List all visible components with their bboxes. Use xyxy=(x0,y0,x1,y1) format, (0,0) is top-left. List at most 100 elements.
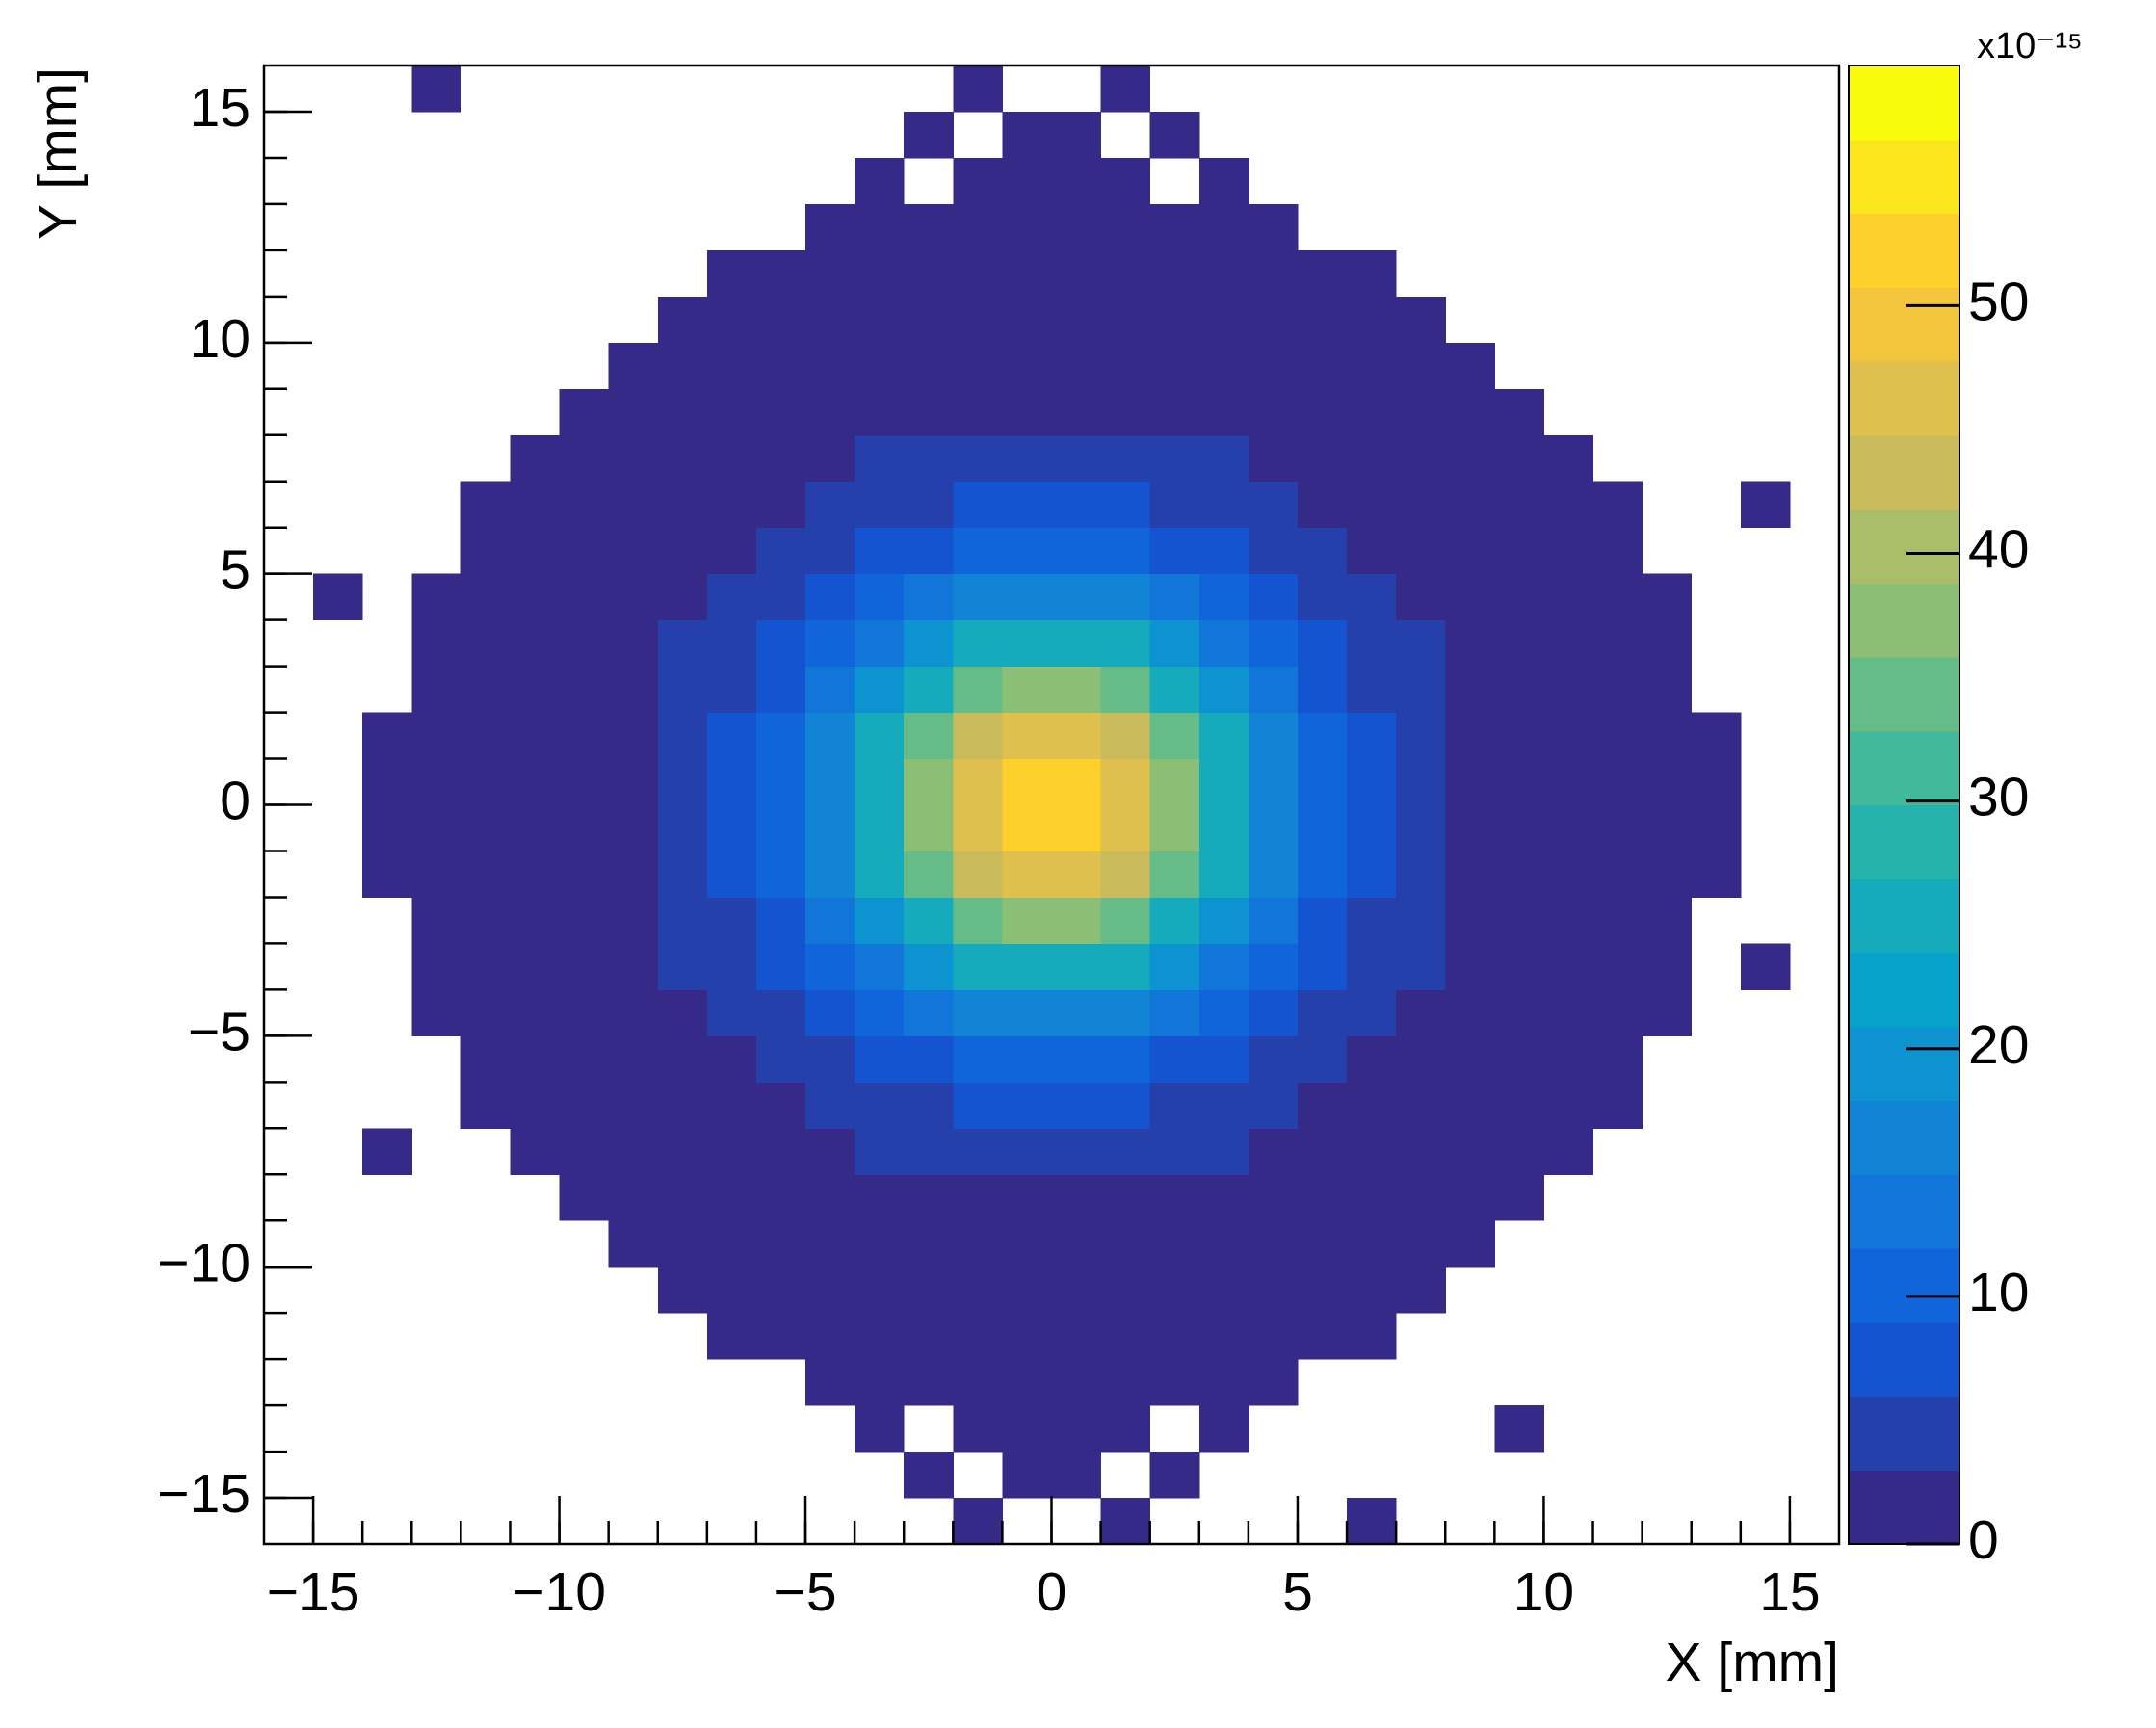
heatmap-cell xyxy=(411,943,461,990)
heatmap-cell xyxy=(1740,943,1791,990)
x-tick-label: 5 xyxy=(1282,1561,1313,1623)
heatmap-cell xyxy=(1248,1359,1299,1406)
heatmap-cell xyxy=(657,1220,708,1268)
heatmap-cell xyxy=(1002,1313,1052,1360)
heatmap-cell xyxy=(953,943,1003,990)
heatmap-cell xyxy=(1100,804,1151,851)
heatmap-cell xyxy=(953,1174,1003,1221)
heatmap-cell xyxy=(755,1220,806,1268)
heatmap-cell xyxy=(755,481,806,529)
heatmap-cell xyxy=(1543,1035,1594,1083)
heatmap-cell xyxy=(460,804,511,851)
heatmap-cell xyxy=(1100,527,1151,575)
heatmap-cell xyxy=(1396,434,1446,483)
heatmap-cell xyxy=(608,989,659,1036)
heatmap-cell xyxy=(1642,712,1693,760)
heatmap-cell xyxy=(657,712,708,760)
heatmap-cell xyxy=(855,1313,905,1360)
color-bar: 0 10 20 30 40 50 xyxy=(1848,65,2029,1571)
x-tick-label: −10 xyxy=(513,1561,606,1623)
heatmap-cell xyxy=(1445,573,1495,621)
heatmap-cell xyxy=(1051,1174,1102,1221)
heatmap-cell xyxy=(706,666,757,714)
heatmap-cell xyxy=(608,342,659,390)
heatmap-cell xyxy=(1051,296,1102,344)
heatmap-cell xyxy=(1149,1313,1200,1360)
heatmap-cell xyxy=(559,527,610,575)
heatmap-cell xyxy=(904,712,954,760)
heatmap-cell xyxy=(510,619,561,668)
heatmap-cell xyxy=(1051,897,1102,944)
heatmap-cell xyxy=(1642,851,1693,898)
heatmap-cell xyxy=(855,388,905,436)
x-tick-label: 15 xyxy=(1759,1561,1820,1623)
heatmap-cell xyxy=(953,1267,1003,1314)
heatmap-cell xyxy=(755,1082,806,1129)
heatmap-cell xyxy=(362,804,412,851)
heatmap-cell xyxy=(1100,573,1151,621)
heatmap-cell xyxy=(362,712,412,760)
heatmap-cell xyxy=(1051,111,1102,159)
heatmap-cell xyxy=(1297,527,1348,575)
heatmap-cell xyxy=(1100,851,1151,898)
heatmap-cell xyxy=(1198,1082,1249,1129)
heatmap-cell xyxy=(1297,573,1348,621)
heatmap-cell xyxy=(1445,989,1495,1036)
heatmap-cell xyxy=(904,804,954,851)
heatmap-cell xyxy=(1100,666,1151,714)
heatmap-cell xyxy=(1494,1174,1544,1221)
heatmap-cell xyxy=(608,1035,659,1083)
heatmap-cell xyxy=(657,1267,708,1314)
heatmap-cell xyxy=(559,943,610,990)
heatmap-cell xyxy=(1051,434,1102,483)
heatmap-cell xyxy=(1347,1313,1397,1360)
heatmap-cell xyxy=(1002,434,1052,483)
heatmap-cell xyxy=(706,897,757,944)
z-tick-label: 0 xyxy=(1968,1509,1999,1571)
heatmap-cell xyxy=(1248,666,1299,714)
heatmap-cell xyxy=(805,1128,855,1175)
heatmap-cell xyxy=(706,1035,757,1083)
color-bar-band xyxy=(1849,213,1959,288)
heatmap-cell xyxy=(1198,1035,1249,1083)
heatmap-cell xyxy=(559,851,610,898)
heatmap-cell xyxy=(953,989,1003,1036)
z-tick-label: 20 xyxy=(1968,1014,2029,1076)
heatmap-cell xyxy=(1248,1035,1299,1083)
heatmap-cell xyxy=(1100,1498,1151,1545)
heatmap-cell xyxy=(1347,758,1397,805)
heatmap-cell xyxy=(706,573,757,621)
heatmap-cell xyxy=(657,527,708,575)
heatmap-cell xyxy=(1396,619,1446,668)
heatmap-cell xyxy=(1248,1128,1299,1175)
heatmap-cell xyxy=(559,434,610,483)
heatmap-cell xyxy=(1297,388,1348,436)
heatmap-cell xyxy=(1248,804,1299,851)
heatmap-cell xyxy=(1002,1359,1052,1406)
heatmap-cell xyxy=(1002,573,1052,621)
heatmap-cell xyxy=(1445,388,1495,436)
heatmap-cell xyxy=(1543,434,1594,483)
heatmap-cell xyxy=(657,388,708,436)
heatmap-cell xyxy=(904,1082,954,1129)
heatmap-cell xyxy=(1445,481,1495,529)
heatmap-cell xyxy=(1002,342,1052,390)
heatmap-cell xyxy=(657,1128,708,1175)
color-bar-band xyxy=(1849,65,1959,141)
heatmap-cell xyxy=(657,989,708,1036)
heatmap-cell xyxy=(1051,1452,1102,1499)
heatmap-cell xyxy=(1396,666,1446,714)
heatmap-cell xyxy=(608,804,659,851)
heatmap-cell xyxy=(805,342,855,390)
heatmap-cell xyxy=(805,989,855,1036)
heatmap-cell xyxy=(1297,249,1348,298)
heatmap-cell xyxy=(755,1174,806,1221)
heatmap-cell xyxy=(1051,804,1102,851)
heatmap-cell xyxy=(608,851,659,898)
heatmap-cell xyxy=(1445,619,1495,668)
heatmap-cell xyxy=(953,203,1003,251)
heatmap-cell xyxy=(1100,1220,1151,1268)
heatmap-cell xyxy=(1297,851,1348,898)
heatmap-cell xyxy=(1347,897,1397,944)
heatmap-cell xyxy=(411,804,461,851)
